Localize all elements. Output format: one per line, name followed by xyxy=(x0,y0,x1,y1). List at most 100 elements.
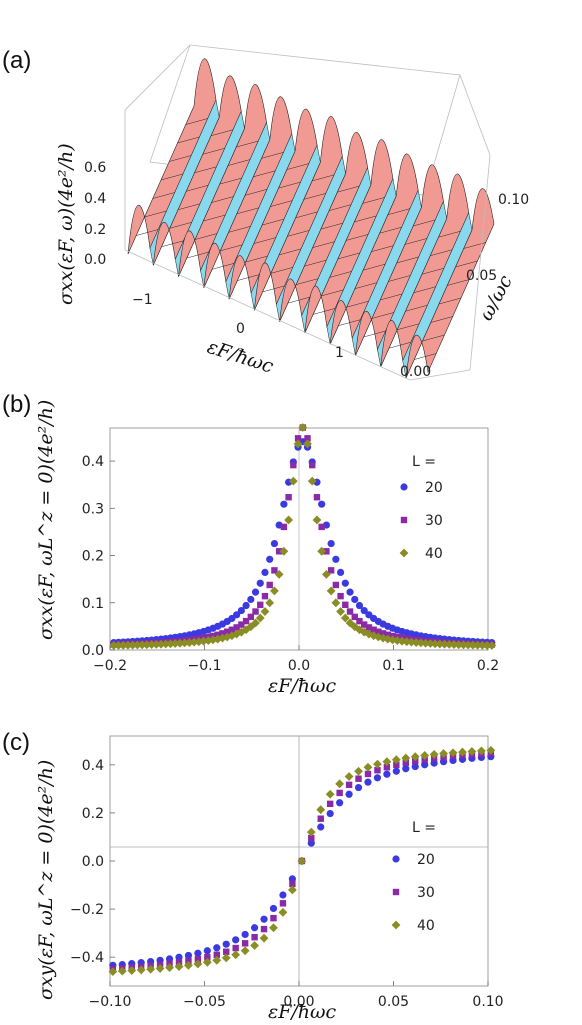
x-tick-minus1: −1 xyxy=(132,292,153,308)
surface-mesh-line xyxy=(296,278,319,285)
ticks-b: −0.2 −0.1 0.0 0.1 0.2 0.0 0.1 0.2 0.3 0.4 xyxy=(82,454,499,674)
data-point-b-L40 xyxy=(274,569,284,579)
y-tick-label-c: −0.2 xyxy=(70,902,104,918)
y-axis-label-c: σxy(εF, ωL^z = 0)(4e²/h) xyxy=(35,760,57,1000)
data-point-c-L40 xyxy=(373,759,382,769)
surface-mesh-line xyxy=(211,196,234,203)
surface-mesh-line xyxy=(346,234,369,241)
surface-mesh-line xyxy=(396,256,419,264)
data-point-b-L40 xyxy=(147,640,156,649)
surface-mesh-line xyxy=(438,297,462,305)
data-point-c-L40 xyxy=(391,755,401,765)
z-tick-0.2: 0.2 xyxy=(84,222,106,238)
data-point-b-L40 xyxy=(336,607,345,616)
data-point-b-L30 xyxy=(223,628,231,635)
data-point-c-L20 xyxy=(288,875,296,883)
data-point-c-L40 xyxy=(439,749,448,758)
y-tick-label-b: 0.4 xyxy=(82,454,104,470)
surface-mesh-line xyxy=(414,353,437,360)
surface-mesh-line xyxy=(160,173,184,181)
data-point-b-L20 xyxy=(242,601,250,610)
data-point-b-L40 xyxy=(222,632,232,642)
surface-mesh-line xyxy=(413,286,436,293)
data-point-c-L30 xyxy=(374,767,381,774)
data-point-c-L40 xyxy=(136,965,146,975)
data-point-b-L40 xyxy=(260,607,270,616)
data-point-c-L30 xyxy=(355,775,362,782)
y-tick-0.00: 0.00 xyxy=(400,364,431,380)
data-point-c-L40 xyxy=(212,955,222,965)
x-tick-label-b: 0.1 xyxy=(382,658,404,674)
data-point-b-L40 xyxy=(303,439,312,449)
data-point-c-L40 xyxy=(486,745,496,755)
data-point-b-L40 xyxy=(340,613,350,623)
surface-mesh-line xyxy=(194,233,218,240)
x-tick-label-b: −0.1 xyxy=(188,658,222,674)
data-point-b-L40 xyxy=(317,546,327,556)
data-point-b-L30 xyxy=(247,613,255,621)
data-point-b-L40 xyxy=(284,515,294,525)
surface-mesh-line xyxy=(387,208,410,215)
data-point-b-L40 xyxy=(279,546,289,556)
legend-label-b-L20: 20 xyxy=(425,480,443,496)
surface-mesh-line xyxy=(270,200,293,207)
surface-mesh-line xyxy=(152,192,175,199)
data-point-b-L40 xyxy=(449,640,459,649)
surface-mesh-line xyxy=(186,251,209,259)
legend-label-b-L40: 40 xyxy=(425,546,443,562)
surface-mesh-line xyxy=(219,177,242,185)
data-point-c-L40 xyxy=(467,747,477,756)
legend-title-c: L = xyxy=(412,820,436,836)
panel-label-a: (a) xyxy=(2,47,31,74)
data-point-b-L40 xyxy=(246,622,256,632)
surface-mesh-line xyxy=(455,260,478,268)
surface-mesh-line xyxy=(447,279,470,286)
data-point-c-L40 xyxy=(202,957,212,967)
surface-mesh-line xyxy=(422,334,445,342)
data-point-b-L40 xyxy=(118,640,128,650)
data-point-c-L20 xyxy=(279,891,287,899)
x-axis-label-b: εF/ħωc xyxy=(268,675,337,697)
x-tick-label-c: 0.05 xyxy=(378,994,409,1010)
data-point-c-L20 xyxy=(232,936,240,944)
data-point-c-L20 xyxy=(336,799,344,807)
surface-mesh-line xyxy=(236,140,259,148)
surface-mesh-line xyxy=(388,341,412,349)
data-point-b-L40 xyxy=(199,636,208,646)
data-point-b-L40 xyxy=(128,640,138,650)
data-point-c-L30 xyxy=(260,925,268,933)
x-tick-label-c: 0.00 xyxy=(283,994,314,1010)
data-point-c-L40 xyxy=(429,750,439,759)
surface-mesh-line xyxy=(354,215,377,223)
surface-mesh-line xyxy=(177,203,201,211)
data-point-c-L30 xyxy=(364,770,372,778)
surface-ridges xyxy=(127,58,495,379)
data-point-b-L40 xyxy=(487,641,497,650)
data-point-c-L20 xyxy=(383,770,391,778)
data-point-b-L20 xyxy=(360,606,368,615)
data-point-b-L20 xyxy=(233,611,241,619)
data-point-b-L40 xyxy=(473,640,483,650)
data-point-b-L40 xyxy=(454,640,464,650)
y-tick-0.05: 0.05 xyxy=(466,268,497,284)
data-point-c-L20 xyxy=(175,953,183,961)
surface-mesh-line xyxy=(161,240,184,248)
data-point-b-L30 xyxy=(233,624,240,631)
y-tick-label-c: 0.4 xyxy=(82,758,104,774)
surface-mesh-line xyxy=(236,207,259,215)
legend-label-c-L40: 40 xyxy=(417,918,435,934)
data-point-b-L20 xyxy=(266,555,274,563)
data-point-c-L40 xyxy=(287,885,297,895)
data-point-b-L40 xyxy=(166,639,175,649)
data-point-b-L30 xyxy=(375,628,382,635)
surface-mesh-line xyxy=(136,229,159,236)
points-c xyxy=(108,745,496,977)
surface-mesh-line xyxy=(337,185,360,193)
data-point-b-L20 xyxy=(318,500,326,508)
surface-mesh-line xyxy=(144,210,167,218)
data-point-c-L30 xyxy=(223,948,230,955)
data-point-c-L40 xyxy=(354,766,363,776)
data-point-b-L40 xyxy=(425,639,435,648)
data-point-b-L20 xyxy=(355,601,364,610)
surface-mesh-line xyxy=(354,282,377,289)
